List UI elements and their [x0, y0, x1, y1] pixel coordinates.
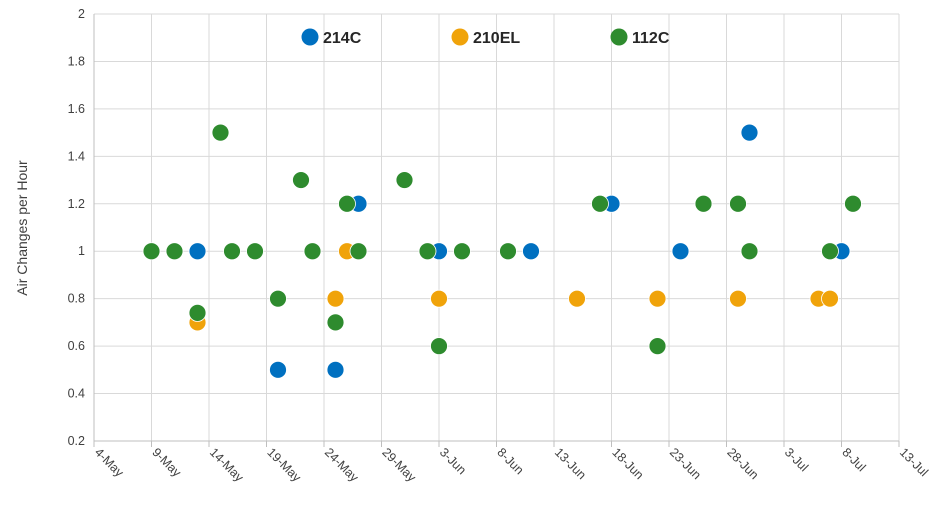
data-point-214c	[522, 242, 540, 261]
data-point-112c	[211, 123, 230, 142]
data-point-214c	[740, 123, 759, 142]
data-point-112c	[821, 242, 839, 261]
data-point-112c	[430, 337, 448, 356]
data-point-112c	[246, 242, 264, 261]
x-tick-label: 23-Jun	[667, 445, 704, 482]
x-tick-label: 29-May	[379, 445, 419, 485]
x-tick-label: 19-May	[264, 445, 304, 485]
data-point-112c	[694, 194, 713, 213]
data-point-214c	[269, 360, 287, 379]
x-tick-label: 13-Jul	[897, 445, 931, 479]
y-tick-label: 1.8	[68, 54, 85, 68]
data-point-112c	[165, 242, 184, 261]
x-tick-label: 13-Jun	[552, 445, 589, 482]
data-point-214c	[188, 242, 207, 261]
legend-marker-112c	[610, 28, 628, 46]
x-tick-label: 8-Jul	[839, 445, 868, 474]
legend-label-210el: 210EL	[473, 30, 520, 47]
x-tick-label: 3-Jul	[782, 445, 811, 474]
y-tick-label: 1.2	[68, 197, 85, 211]
x-tick-label: 8-Jun	[494, 445, 526, 477]
data-points	[142, 123, 862, 379]
legend-label-112c: 112C	[632, 30, 670, 47]
data-point-214c	[326, 360, 345, 379]
data-point-210el	[648, 289, 667, 308]
data-point-210el	[430, 289, 448, 308]
grid-lines	[94, 13, 900, 441]
data-point-214c	[671, 242, 690, 261]
data-point-112c	[349, 242, 368, 261]
y-tick-label: 0.8	[68, 292, 85, 306]
data-point-112c	[188, 303, 207, 322]
legend-marker-214c	[301, 28, 319, 46]
data-point-112c	[326, 313, 345, 332]
y-tick-label: 1.4	[68, 149, 85, 163]
legend: 214C 210EL 112C	[301, 28, 670, 47]
data-point-112c	[223, 242, 241, 261]
data-point-112c	[729, 194, 747, 213]
x-tick-label: 28-Jun	[724, 445, 761, 482]
x-tick-label: 24-May	[322, 445, 362, 485]
data-point-112c	[292, 171, 310, 189]
data-point-112c	[844, 194, 862, 213]
y-tick-label: 0.4	[68, 387, 85, 401]
data-point-112c	[648, 337, 667, 356]
axes	[93, 14, 900, 447]
data-point-210el	[729, 289, 747, 308]
data-point-210el	[821, 289, 839, 308]
data-point-112c	[269, 289, 287, 308]
x-tick-label: 4-May	[92, 445, 127, 480]
x-tick-label: 18-Jun	[609, 445, 646, 482]
x-tick-label: 14-May	[207, 445, 247, 485]
legend-marker-210el	[451, 28, 469, 46]
x-tick-label: 9-May	[149, 445, 184, 480]
y-tick-label: 1.6	[68, 102, 85, 116]
y-axis-title: Air Changes per Hour	[14, 160, 30, 296]
y-tick-label: 0.2	[68, 434, 85, 448]
data-point-210el	[568, 289, 586, 308]
data-point-112c	[499, 242, 517, 261]
data-point-112c	[338, 194, 356, 213]
data-point-112c	[453, 242, 471, 261]
data-point-210el	[326, 289, 345, 308]
data-point-112c	[591, 194, 609, 213]
y-tick-label: 0.6	[68, 339, 85, 353]
y-tick-label: 2	[78, 7, 85, 21]
data-point-112c	[395, 171, 414, 189]
data-point-112c	[740, 242, 759, 261]
data-point-112c	[142, 242, 161, 261]
legend-label-214c: 214C	[323, 30, 362, 47]
data-point-112c	[418, 242, 437, 261]
y-tick-label: 1	[78, 244, 85, 258]
x-tick-label: 3-Jun	[437, 445, 469, 477]
data-point-112c	[303, 242, 322, 261]
